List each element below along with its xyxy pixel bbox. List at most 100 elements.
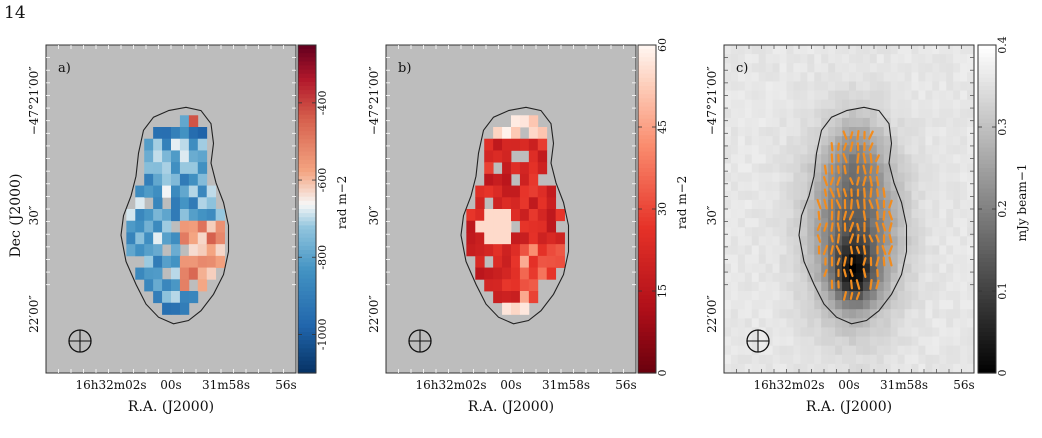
vector <box>836 233 841 244</box>
vector <box>816 223 822 232</box>
vector <box>888 222 893 232</box>
colorbar-tick-label: 0 <box>656 370 669 377</box>
x-tick-label: 31m58s <box>202 378 250 392</box>
vector <box>868 199 874 209</box>
y-tick-label: 30″ <box>27 205 41 225</box>
colorbar: 60 45 30 15 0 rad m−2 <box>637 38 689 377</box>
vector <box>817 210 821 221</box>
panel-label: c) <box>736 61 748 76</box>
vector <box>823 188 828 197</box>
vector <box>830 234 834 243</box>
x-tick-label: 56s <box>953 378 974 392</box>
colorbar-tick-label: 0.2 <box>996 200 1009 218</box>
map-image <box>386 45 636 373</box>
colorbar: -400 -600 -800 -1000 rad m−2 <box>297 44 349 374</box>
source-contour <box>120 106 230 325</box>
vector <box>876 210 879 221</box>
vector <box>856 152 860 164</box>
vector <box>882 210 886 221</box>
vector <box>843 268 847 278</box>
panel-a: a) 16h32m02s 00s 31m58s 56s R.A. (J2000) −47°2… <box>8 44 349 415</box>
vector <box>881 244 887 256</box>
x-tick-label: 16h32m02s <box>75 378 146 392</box>
vector <box>875 234 880 243</box>
colorbar-tick-label: -800 <box>316 245 329 270</box>
vector <box>816 198 822 210</box>
panel-c: c) 16h32m02s 00s 31m58s 56s R.A. (J2000) −47°2… <box>705 36 1029 415</box>
vector <box>842 291 848 301</box>
x-axis-label: R.A. (J2000) <box>468 399 554 415</box>
vector <box>855 246 861 254</box>
polarization-vectors <box>816 129 894 301</box>
vector <box>830 141 834 152</box>
vector <box>862 164 867 175</box>
vector <box>856 199 860 209</box>
vector <box>856 165 860 174</box>
vector <box>862 257 867 266</box>
beam-symbol <box>746 329 770 353</box>
colorbar-tick-label: -400 <box>316 91 329 116</box>
vector <box>836 187 841 198</box>
vector <box>862 152 867 164</box>
vector <box>862 175 867 187</box>
vector <box>875 279 880 290</box>
vector <box>823 222 828 232</box>
vector <box>842 142 848 151</box>
vector <box>816 234 822 243</box>
vector <box>856 129 860 141</box>
vector <box>849 245 854 255</box>
vector <box>848 233 855 244</box>
x-axis-label: R.A. (J2000) <box>806 399 892 415</box>
map-image <box>46 45 296 373</box>
panel-b: b) 16h32m02s 00s 31m58s 56s R.A. (J2000) −47°2… <box>367 38 689 415</box>
vector <box>842 130 848 141</box>
panel-label: b) <box>398 61 411 76</box>
vector <box>843 164 847 175</box>
vector <box>868 234 874 243</box>
colorbar-tick-label: 15 <box>656 284 669 298</box>
vector <box>849 131 854 140</box>
vector <box>856 222 860 232</box>
vector <box>849 141 854 152</box>
x-tick-label: 00s <box>500 378 521 392</box>
vector <box>836 176 841 186</box>
vector <box>862 245 867 255</box>
x-tick-label: 16h32m02s <box>415 378 486 392</box>
colorbar-tick-label: 0.4 <box>996 36 1009 54</box>
vector <box>868 130 874 140</box>
vector <box>842 152 848 164</box>
y-tick-label: 22′00″ <box>705 295 719 333</box>
vector <box>823 164 828 175</box>
vector <box>837 210 840 221</box>
vector <box>823 198 828 210</box>
vector <box>836 257 841 266</box>
page-number: 14 <box>4 3 26 23</box>
vector <box>848 221 855 233</box>
vector <box>823 268 828 278</box>
vector <box>862 234 867 243</box>
vector <box>835 245 842 255</box>
vector <box>848 210 855 221</box>
y-tick-label: 30″ <box>705 205 719 225</box>
x-axis-label: R.A. (J2000) <box>128 399 214 415</box>
y-tick-label: −47°21′00″ <box>705 66 719 136</box>
colorbar-tick-label: -600 <box>316 168 329 193</box>
vector <box>855 279 861 290</box>
vector <box>868 142 874 152</box>
vector <box>842 188 848 198</box>
vector <box>856 234 860 243</box>
colorbar-tick-label: 45 <box>656 120 669 134</box>
y-tick-label: −47°21′00″ <box>367 66 381 136</box>
vector <box>869 187 873 198</box>
vector <box>856 176 860 186</box>
colorbar-label: rad m−2 <box>335 176 349 229</box>
vector <box>849 268 854 278</box>
colorbar-tick-label: 0 <box>996 370 1009 377</box>
vector <box>850 198 853 210</box>
vector <box>888 233 893 244</box>
vector <box>876 188 879 197</box>
x-tick-label: 00s <box>160 378 181 392</box>
vector <box>829 187 835 198</box>
vector <box>823 176 828 187</box>
